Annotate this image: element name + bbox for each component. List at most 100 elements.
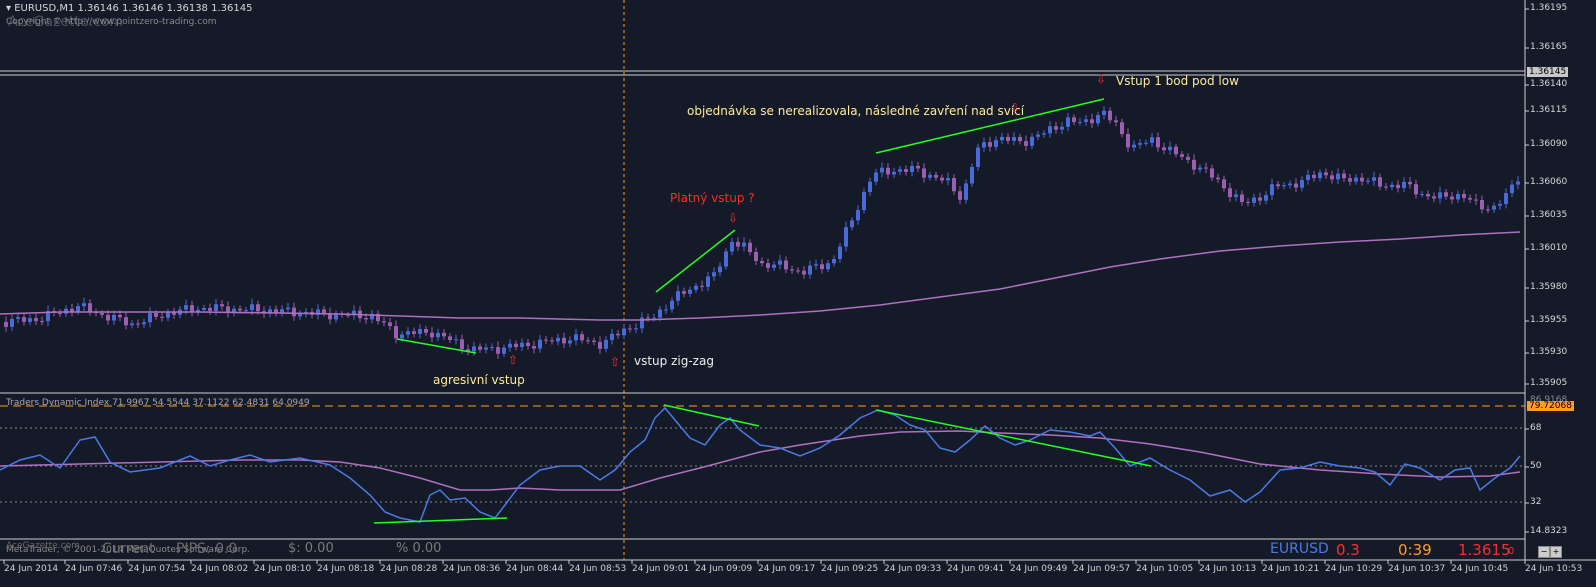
- tdi-price-line: [0, 406, 1521, 523]
- candle-body: [1246, 202, 1250, 204]
- candle-body: [10, 318, 14, 327]
- tdi-trend-line-3: [373, 517, 508, 524]
- annotation-objednavka: objednávka se nerealizovala, následné za…: [687, 104, 1025, 118]
- annotation-zigzag: vstup zig-zag: [634, 354, 714, 368]
- candle-body: [490, 347, 494, 349]
- candle-body: [190, 305, 194, 313]
- candle-body: [1270, 184, 1274, 196]
- candle-body: [1006, 136, 1010, 141]
- candle-body: [598, 341, 602, 349]
- candle-body: [388, 322, 392, 327]
- candle-body: [628, 328, 632, 330]
- price-label: 1.35955: [1530, 315, 1568, 325]
- candle-body: [22, 317, 26, 322]
- candle-body: [496, 347, 500, 354]
- candle-body: [1126, 134, 1130, 148]
- candle-body: [64, 308, 68, 314]
- candle-body: [820, 264, 824, 270]
- candle-body: [1222, 179, 1226, 189]
- price-label: 1.36165: [1530, 42, 1568, 52]
- candle-body: [718, 266, 722, 273]
- candle-body: [550, 340, 554, 342]
- candle-body: [1432, 196, 1436, 199]
- candle-body: [1396, 184, 1400, 189]
- indicator-title: Traders Dynamic Index 71.9967 54.5544 37…: [6, 398, 310, 408]
- candle-body: [364, 318, 368, 320]
- candle-body: [124, 317, 128, 326]
- candle-body: [292, 307, 296, 317]
- time-label: 24 Jun 10:45: [1451, 564, 1509, 574]
- candle-body: [592, 340, 596, 342]
- candle-body: [616, 333, 620, 336]
- candle-body: [412, 331, 416, 334]
- symbol-header: ▾ EURUSD,M1 1.36146 1.36146 1.36138 1.36…: [6, 3, 253, 14]
- candle-body: [1354, 177, 1358, 182]
- time-label: 24 Jun 09:09: [695, 564, 753, 574]
- candle-body: [688, 289, 692, 294]
- candle-body: [1516, 181, 1520, 185]
- candle-body: [268, 309, 272, 314]
- candle-body: [298, 313, 302, 317]
- time-label: 24 Jun 08:36: [443, 564, 501, 574]
- candle-body: [874, 172, 878, 182]
- indicator-label: 14.8323: [1530, 526, 1568, 536]
- candle-body: [1204, 167, 1208, 169]
- candle-body: [100, 313, 104, 315]
- candle-body: [1168, 146, 1172, 151]
- candle-body: [16, 317, 20, 319]
- candle-body: [958, 191, 962, 200]
- candle-body: [1210, 168, 1214, 178]
- candle-body: [1264, 195, 1268, 201]
- candle-body: [1228, 188, 1232, 198]
- candle-body: [1180, 154, 1184, 157]
- candle-body: [82, 303, 86, 307]
- candle-body: [238, 308, 242, 311]
- indicator-label: 68: [1530, 423, 1542, 433]
- time-label: 24 Jun 09:01: [632, 564, 690, 574]
- candle-body: [1486, 209, 1490, 211]
- candle-body: [106, 314, 110, 321]
- candle-body: [856, 210, 860, 221]
- candle-body: [214, 304, 218, 311]
- arrow-down-icon: ⇩: [1096, 72, 1107, 86]
- candle-body: [586, 340, 590, 342]
- candle-body: [796, 270, 800, 272]
- zoom-in-button[interactable]: +: [1550, 546, 1562, 558]
- indicator-label-top: 86.9168: [1530, 395, 1568, 405]
- candle-body: [682, 291, 686, 294]
- candle-body: [244, 310, 248, 312]
- annotation-agresivni: agresivní vstup: [433, 373, 525, 387]
- candle-body: [1330, 175, 1334, 180]
- footer-copyright: MetaTrader, © 2001-2014 MetaQuotes Softw…: [6, 545, 251, 555]
- candle-body: [370, 313, 374, 320]
- candle-body: [724, 251, 728, 267]
- tdi-trend-line-2: [875, 409, 1152, 467]
- candle-body: [730, 241, 734, 252]
- candle-body: [460, 339, 464, 350]
- annotation-vstup-1: Vstup 1 bod pod low: [1116, 74, 1239, 88]
- candle-body: [1456, 193, 1460, 200]
- candle-body: [1438, 192, 1442, 199]
- candle-body: [1378, 177, 1382, 187]
- candle-body: [316, 309, 320, 315]
- current-price-badge: 1.36145: [1527, 67, 1569, 77]
- status-spread: 0.3: [1336, 541, 1360, 559]
- candle-body: [868, 181, 872, 193]
- candle-body: [286, 307, 290, 310]
- candle-body: [574, 334, 578, 341]
- candle-body: [1474, 199, 1478, 201]
- candle-body: [562, 337, 566, 344]
- candle-body: [778, 260, 782, 265]
- arrow-down-icon: ⇩: [1010, 101, 1021, 115]
- candle-body: [604, 339, 608, 349]
- candle-body: [430, 332, 434, 338]
- status-pips: PIPS: 0.0: [176, 541, 238, 557]
- zoom-out-button[interactable]: −: [1538, 546, 1550, 558]
- candle-body: [850, 220, 854, 228]
- candle-body: [622, 328, 626, 336]
- time-label: 24 Jun 08:02: [191, 564, 249, 574]
- time-label: 24 Jun 10:53: [1525, 564, 1583, 574]
- candle-body: [46, 310, 50, 322]
